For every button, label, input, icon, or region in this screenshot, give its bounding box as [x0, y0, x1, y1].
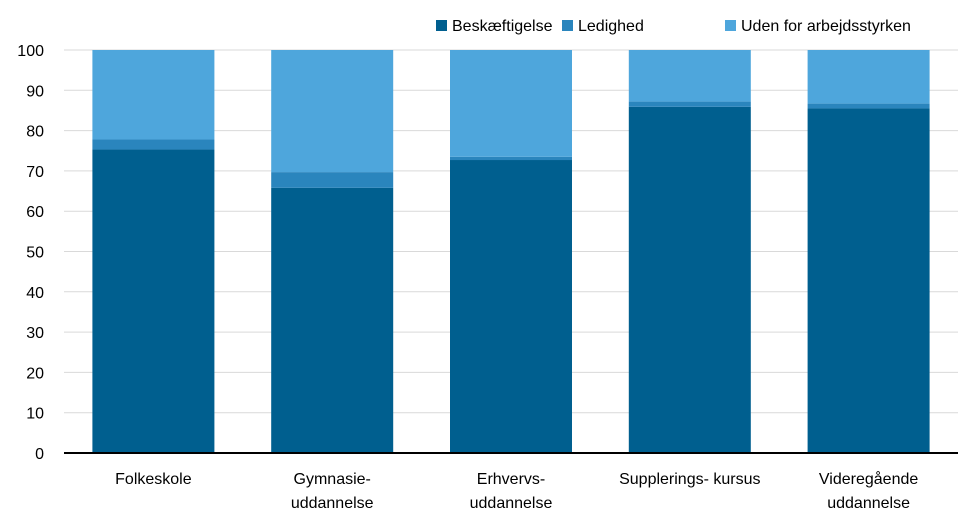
y-tick-label: 30 [26, 325, 44, 342]
bar-segment [92, 50, 214, 139]
x-category-label: uddannelse [291, 495, 374, 512]
x-category-label: Erhvervs- [477, 471, 545, 488]
legend: Beskæftigelse Ledighed Uden for arbejdssty… [436, 18, 911, 35]
y-tick-label: 60 [26, 204, 44, 221]
x-category-label: uddannelse [470, 495, 553, 512]
legend-label: Ledighed [578, 18, 644, 35]
y-tick-label: 100 [17, 43, 44, 60]
y-tick-label: 0 [35, 446, 44, 463]
bar-segment [629, 107, 751, 453]
y-tick-label: 50 [26, 245, 44, 262]
bar-segment [450, 160, 572, 453]
bar-segment [92, 150, 214, 453]
legend-label: Uden for arbejdsstyrken [741, 18, 911, 35]
bar-segment [271, 50, 393, 172]
x-category-label: Gymnasie- [294, 471, 371, 488]
bar-segment [808, 104, 930, 109]
legend-swatch [725, 20, 736, 31]
y-tick-label: 80 [26, 124, 44, 141]
legend-swatch [436, 20, 447, 31]
bar-segment [808, 50, 930, 104]
bar-segment [450, 157, 572, 160]
bar-segment [629, 50, 751, 102]
bar-segment [450, 50, 572, 157]
y-tick-label: 40 [26, 285, 44, 302]
x-axis-labels: Folkeskole Gymnasie-uddannelse Erhvervs-ud… [115, 470, 918, 512]
bar-segment [629, 102, 751, 107]
y-axis-ticks: 0 10 20 30 40 50 60 70 80 90 100 [17, 43, 44, 463]
legend-swatch [562, 20, 573, 31]
y-tick-label: 20 [26, 365, 44, 382]
bar-segment [271, 188, 393, 453]
bar-segment [92, 139, 214, 149]
x-category-label: Supplerings- kursus [619, 471, 760, 488]
legend-label: Beskæftigelse [452, 18, 553, 35]
x-category-label: Videregående [819, 470, 918, 488]
x-category-label: uddannelse [827, 495, 910, 512]
bar-segment [808, 108, 930, 453]
bar-segment [271, 172, 393, 188]
y-tick-label: 90 [26, 83, 44, 100]
x-category-label: Folkeskole [115, 471, 192, 488]
y-tick-label: 70 [26, 164, 44, 181]
y-tick-label: 10 [26, 406, 44, 423]
